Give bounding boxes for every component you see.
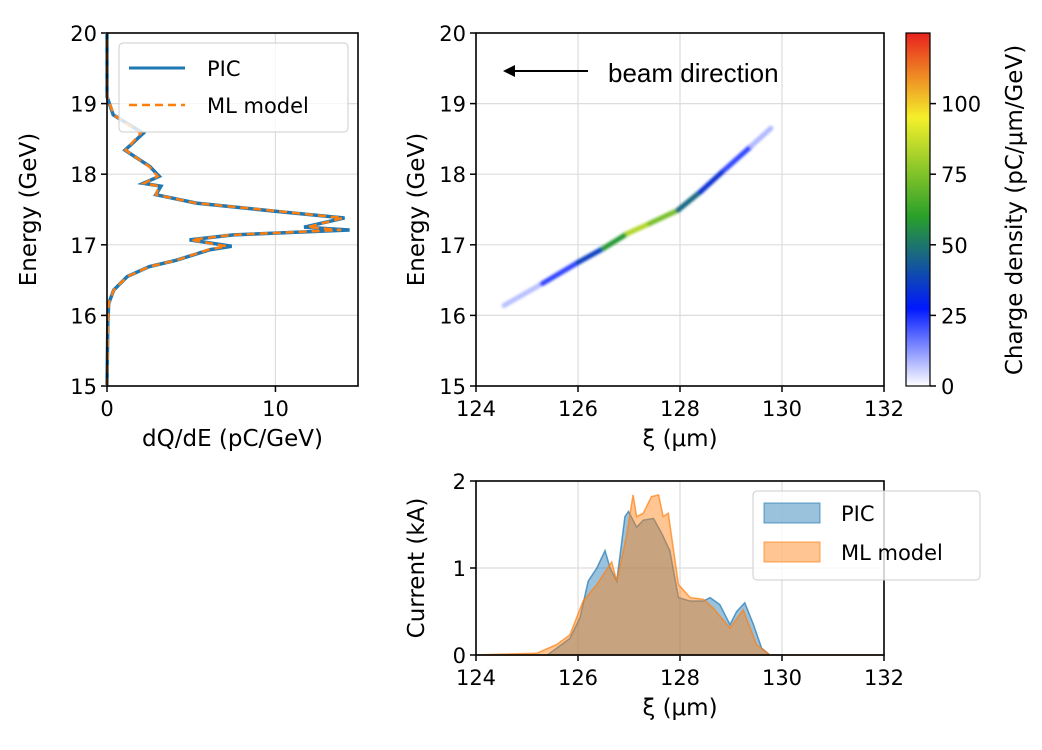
y-tick-label: 20 [70, 22, 97, 46]
x-tick-label: 126 [558, 666, 598, 690]
legend-swatch [763, 502, 821, 524]
colorbar-gradient [905, 32, 931, 387]
x-axis-label: ξ (μm) [642, 695, 717, 721]
colorbar-tick-label: 0 [941, 375, 954, 399]
current-profile-panel: 124 126 128 130 132 0 1 2 ξ (μm) Current (kA) PIC M… [404, 470, 981, 721]
density-segment [748, 125, 774, 149]
colorbar-tick-label: 25 [941, 304, 968, 328]
legend: PIC ML model [118, 42, 349, 133]
beam-direction-label: beam direction [608, 58, 779, 88]
y-tick-label: 16 [439, 304, 466, 328]
y-tick-label: 15 [70, 375, 97, 399]
x-tick-label: 0 [100, 397, 113, 421]
legend-label: ML model [841, 541, 943, 565]
legend-label: PIC [841, 502, 875, 526]
legend-label: ML model [207, 94, 309, 118]
y-tick-label: 19 [70, 93, 97, 117]
x-tick-label: 128 [660, 397, 700, 421]
density-segment [624, 221, 652, 237]
axes-frame [106, 32, 359, 387]
density-segment [575, 245, 606, 265]
y-tick-label: 1 [453, 557, 466, 581]
x-tick-label: 132 [864, 666, 904, 690]
density-ridge [501, 125, 774, 309]
series-area-ml-model [475, 494, 884, 656]
x-tick-label: 132 [864, 397, 904, 421]
x-tick-label: 124 [456, 397, 496, 421]
density-segment [675, 189, 703, 213]
x-axis-label: dQ/dE (pC/GeV) [142, 426, 323, 452]
y-tick-label: 0 [453, 644, 466, 668]
x-tick-label: 130 [762, 666, 802, 690]
colorbar-label: Charge density (pC/μm/GeV) [1002, 45, 1028, 375]
density-segment [646, 207, 681, 227]
density-segment [721, 143, 754, 173]
density-segment [601, 231, 630, 251]
y-axis-label: Energy (GeV) [404, 133, 430, 287]
density-segment [501, 281, 545, 309]
colorbar-tick-label: 75 [941, 163, 968, 187]
y-axis-label: Energy (GeV) [16, 133, 42, 287]
x-axis-label: ξ (μm) [642, 426, 717, 452]
y-tick-label: 19 [439, 93, 466, 117]
colorbar-tick-label: 100 [941, 93, 981, 117]
x-tick-label: 124 [456, 666, 496, 690]
axes-frame [475, 32, 885, 387]
y-tick-label: 18 [439, 163, 466, 187]
y-tick-label: 2 [453, 470, 466, 494]
y-tick-label: 17 [439, 234, 466, 258]
colorbar-tick-label: 50 [941, 234, 968, 258]
legend-swatch [763, 541, 821, 563]
x-tick-label: 126 [558, 397, 598, 421]
legend: PIC ML model [752, 490, 981, 581]
y-tick-label: 18 [70, 163, 97, 187]
y-axis-label: Current (kA) [404, 498, 430, 639]
phase-space-panel: 124 126 128 130 132 15 16 17 18 19 20 ξ (μm) Energy … [404, 22, 981, 452]
y-tick-label: 17 [70, 234, 97, 258]
x-tick-label: 128 [660, 666, 700, 690]
y-tick-label: 16 [70, 304, 97, 328]
colorbar: 0 25 50 75 100 [905, 32, 981, 399]
density-segment [539, 259, 581, 287]
y-tick-label: 15 [439, 375, 466, 399]
legend-box [752, 490, 981, 581]
x-tick-label: 10 [262, 397, 289, 421]
y-tick-label: 20 [439, 22, 466, 46]
density-segment [697, 167, 727, 195]
energy-spectrum-panel: 0 10 15 16 17 18 19 20 dQ/dE (pC/GeV) Energy (GeV… [16, 22, 359, 452]
legend-box [118, 42, 349, 133]
beam-direction-arrow-icon [503, 65, 588, 77]
legend-label: PIC [207, 57, 241, 81]
series-line-ml-model [105, 33, 344, 387]
x-tick-label: 130 [762, 397, 802, 421]
series-area-pic [476, 509, 884, 656]
